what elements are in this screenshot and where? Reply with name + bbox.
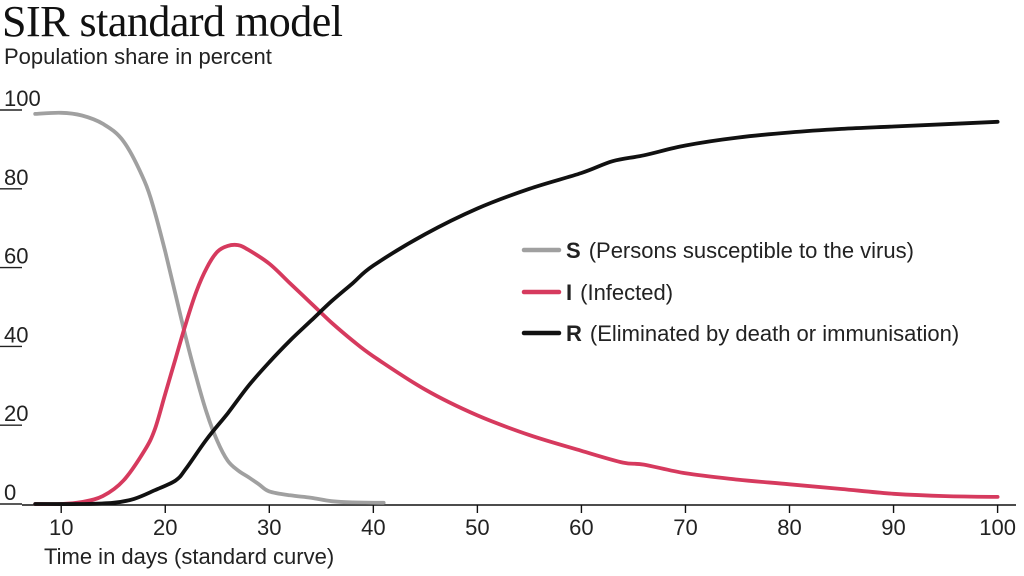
legend-key: S bbox=[566, 238, 581, 263]
legend-entry-s: S (Persons susceptible to the virus) bbox=[566, 238, 914, 263]
series-line-i bbox=[33, 242, 1000, 507]
y-axis: 0 20 40 60 80 100 bbox=[0, 86, 41, 505]
x-tick-label: 30 bbox=[257, 515, 281, 540]
x-tick-label: 20 bbox=[153, 515, 177, 540]
y-tick-label: 60 bbox=[4, 244, 28, 269]
y-tick-label: 0 bbox=[4, 480, 16, 505]
x-tick-label: 50 bbox=[465, 515, 489, 540]
legend-entry-r: R (Eliminated by death or immunisation) bbox=[566, 321, 959, 346]
y-tick-label: 80 bbox=[4, 165, 28, 190]
legend-key: I bbox=[566, 280, 572, 305]
x-tick-label: 40 bbox=[361, 515, 385, 540]
legend-key: R bbox=[566, 321, 582, 346]
y-tick-label: 20 bbox=[4, 401, 28, 426]
x-axis-label: Time in days (standard curve) bbox=[44, 544, 335, 569]
x-tick-label: 90 bbox=[881, 515, 905, 540]
series-line-s bbox=[33, 110, 386, 505]
y-axis-label: Population share in percent bbox=[4, 44, 272, 69]
x-tick-label: 10 bbox=[49, 515, 73, 540]
series-lines bbox=[33, 110, 1000, 507]
legend-label: (Persons susceptible to the virus) bbox=[589, 238, 914, 263]
legend-label: (Infected) bbox=[580, 280, 673, 305]
legend: S (Persons susceptible to the virus) I (Inf… bbox=[521, 238, 959, 346]
x-tick-label: 60 bbox=[569, 515, 593, 540]
chart-title: SIR standard model bbox=[2, 0, 343, 46]
y-tick-label: 40 bbox=[4, 322, 28, 347]
x-tick-label: 70 bbox=[673, 515, 697, 540]
y-tick-label: 100 bbox=[4, 86, 41, 111]
x-tick-label: 80 bbox=[777, 515, 801, 540]
x-axis: 10 20 30 40 50 60 70 80 90 100 bbox=[22, 504, 1016, 540]
x-tick-label: 100 bbox=[979, 515, 1016, 540]
legend-label: (Eliminated by death or immunisation) bbox=[590, 321, 959, 346]
series-line-r bbox=[33, 119, 1000, 506]
legend-entry-i: I (Infected) bbox=[566, 280, 673, 305]
